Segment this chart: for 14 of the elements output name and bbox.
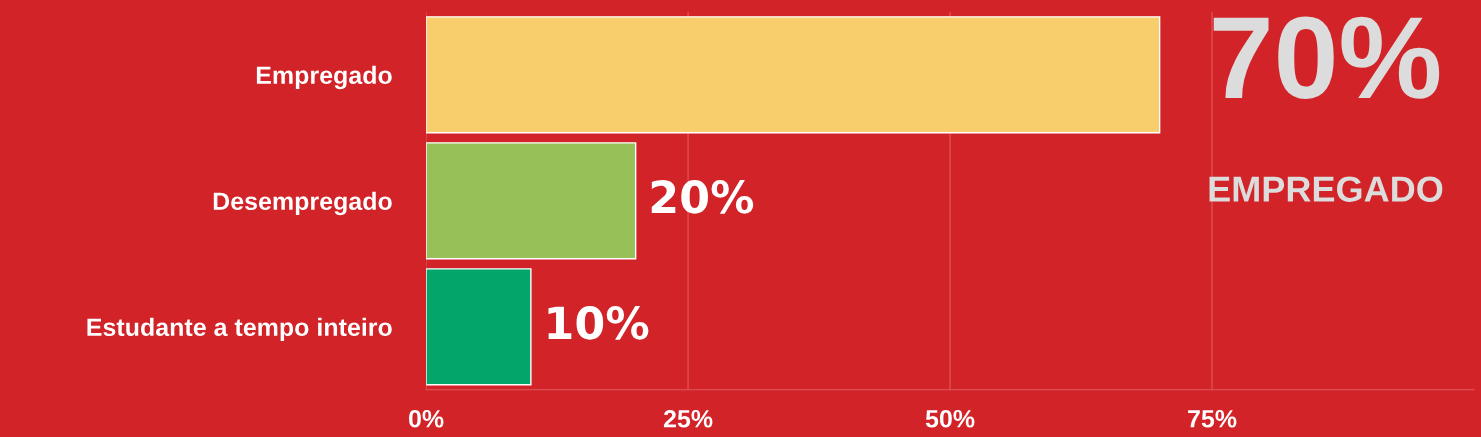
data-label: 20% <box>651 180 754 214</box>
bar <box>426 142 637 260</box>
x-tick-label: 25% <box>663 409 713 428</box>
x-tick-label: 75% <box>1188 409 1237 428</box>
y-tick-label: Empregado <box>256 65 392 90</box>
x-tick-label: 50% <box>925 409 975 428</box>
x-tick-label: 0% <box>409 409 444 428</box>
y-tick-label: Estudante a tempo inteiro <box>87 317 392 342</box>
bar <box>426 16 1161 134</box>
annotation: 70% <box>1213 16 1440 100</box>
y-tick-label: Desempregado <box>213 191 392 216</box>
bar <box>426 268 532 386</box>
data-label: 10% <box>548 306 649 340</box>
annotation: EMPREGADO <box>1209 176 1443 202</box>
